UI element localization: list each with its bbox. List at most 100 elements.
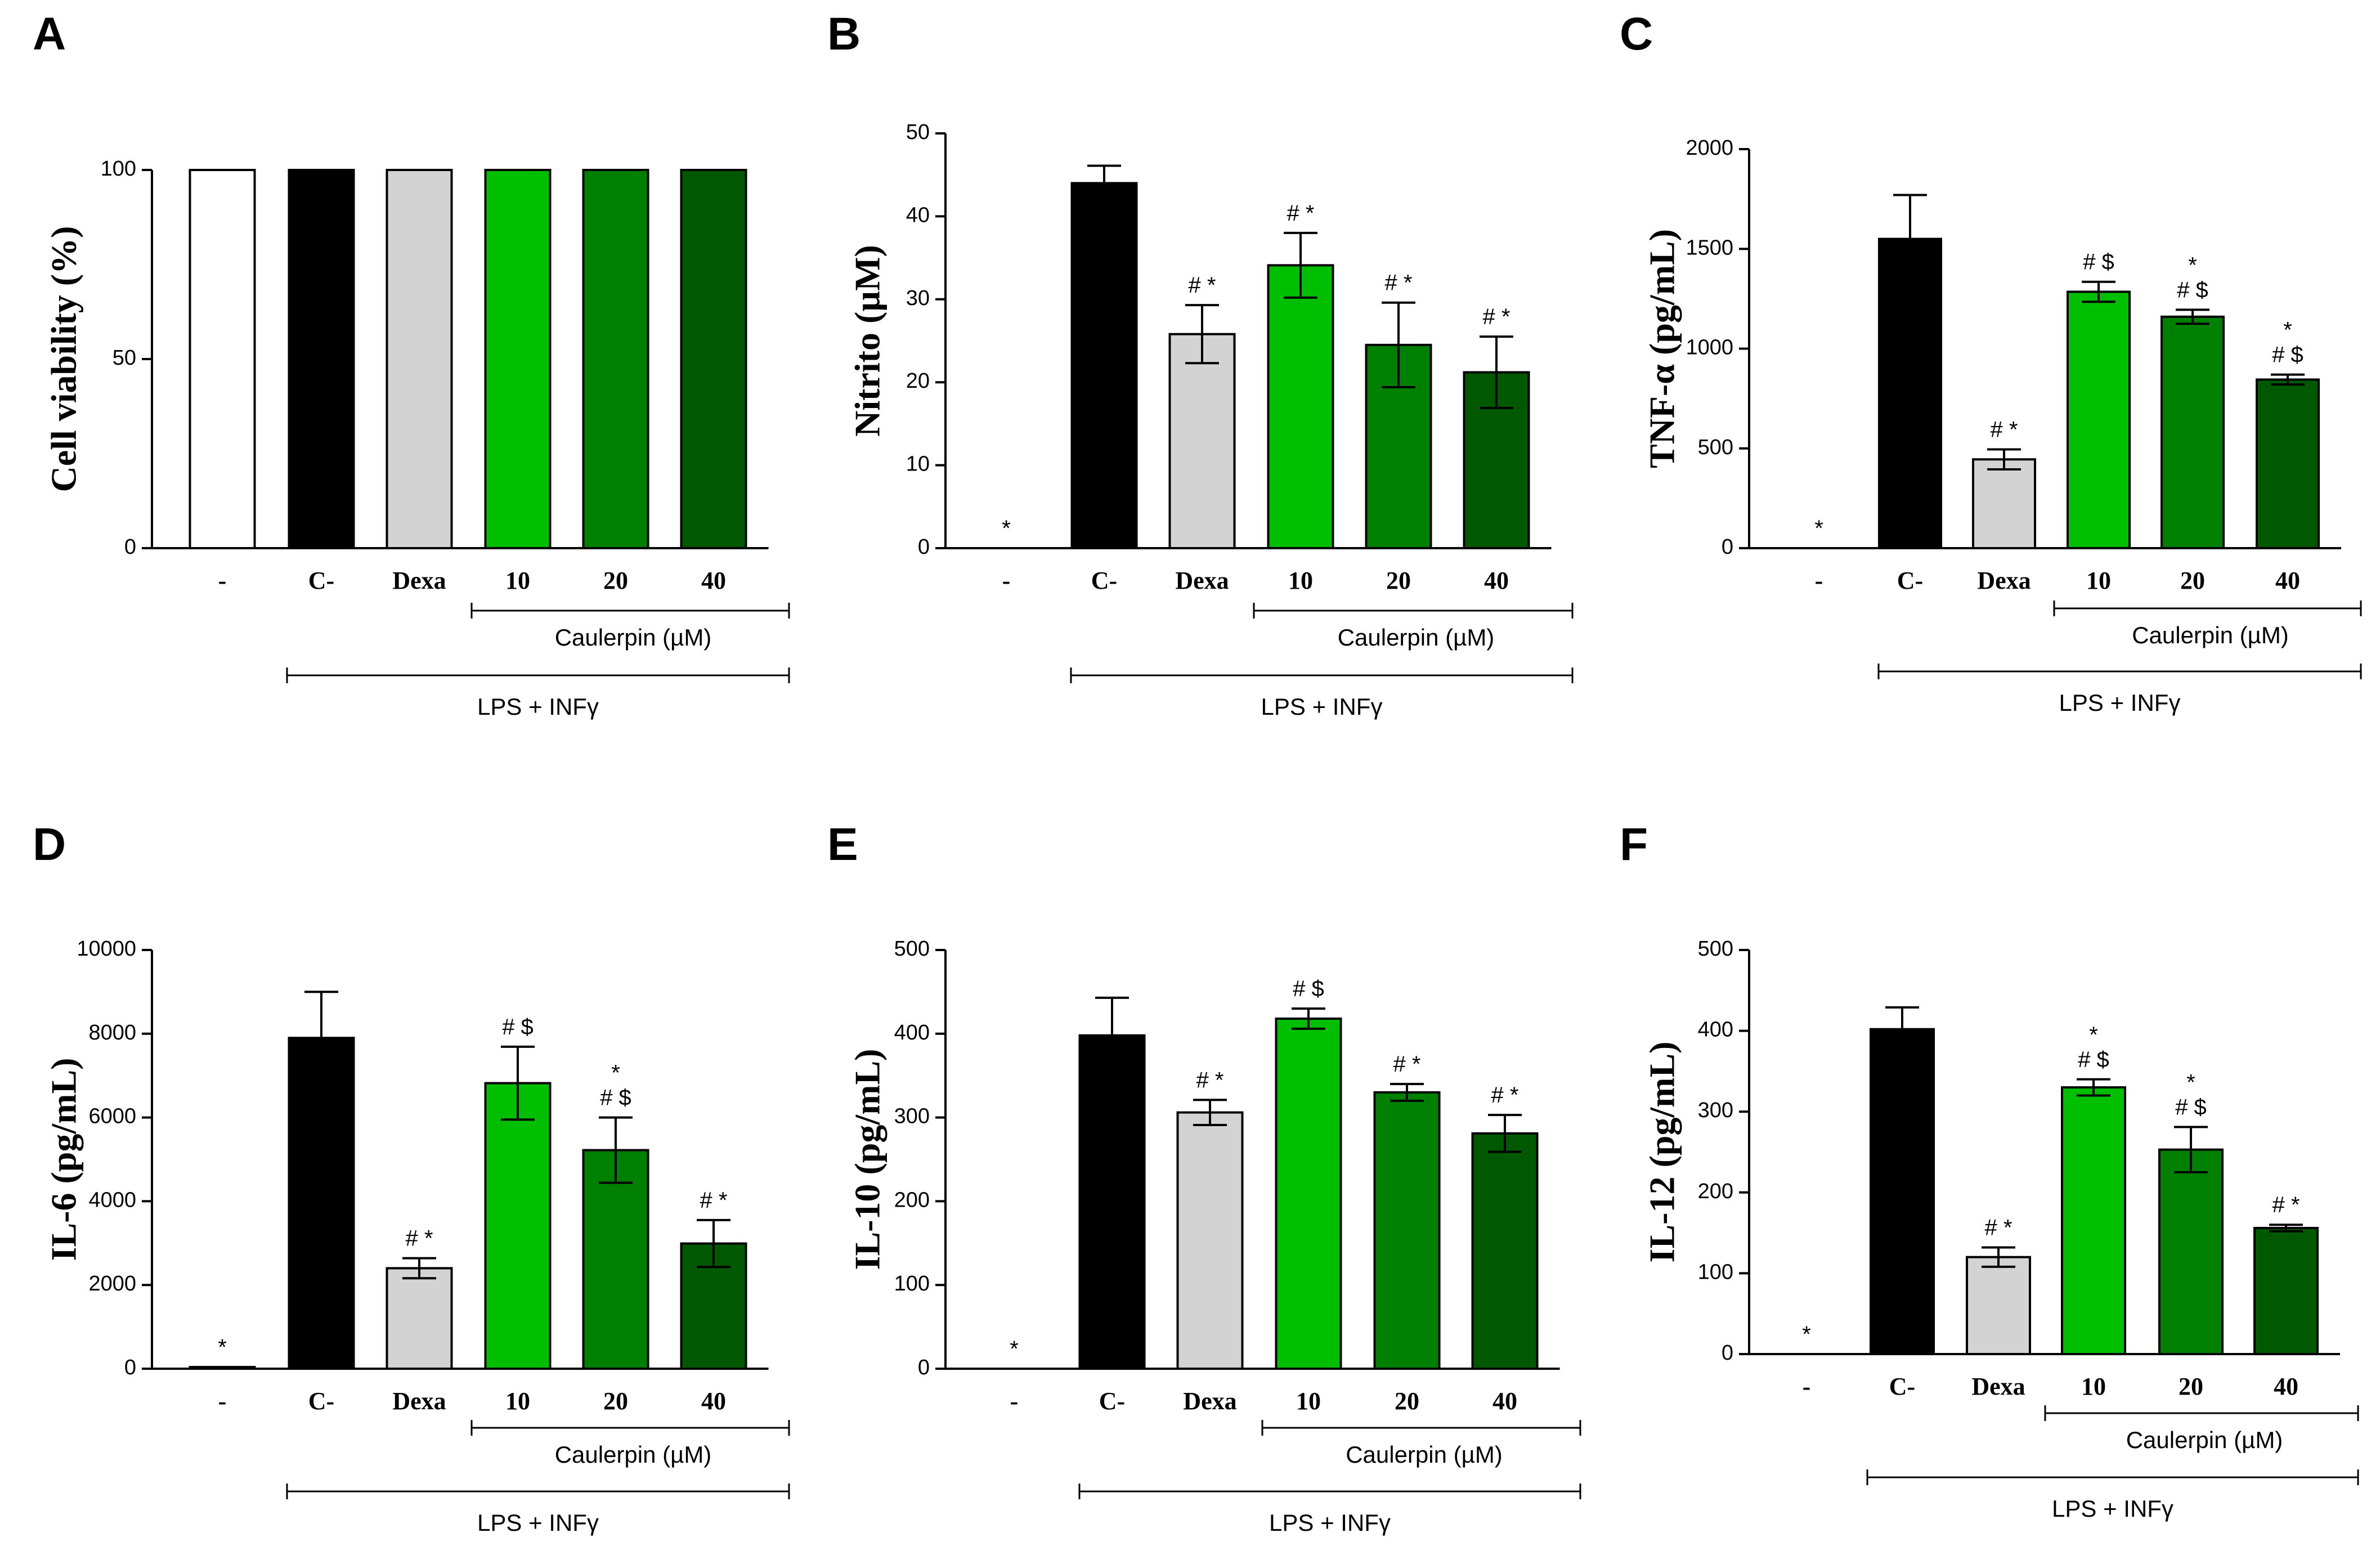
bar-10 (484, 169, 552, 549)
bar-Dexa (1966, 1256, 2031, 1355)
stimulus-label: LPS + INFγ (2059, 689, 2181, 716)
x-tick-label: - (218, 1387, 227, 1415)
y-tick-label: 1500 (1686, 236, 1733, 259)
x-tick-label: C- (1889, 1373, 1915, 1400)
y-tick-label: 0 (918, 1356, 930, 1379)
y-tick-label: 0 (1722, 535, 1733, 559)
panel-c: C TNF-α (pg/mL) 0 500 1000 1500 2000 * - C- # * Dex… (1620, 8, 2362, 716)
x-tick-label: Dexa (392, 567, 446, 594)
y-tick-label: 100 (101, 157, 136, 181)
stimulus-label: LPS + INFγ (477, 693, 599, 720)
significance-mark: # * (1985, 1215, 2013, 1240)
significance-mark: # * (1491, 1083, 1519, 1108)
x-tick-label: Dexa (1183, 1387, 1236, 1415)
caulerpin-label: Caulerpin (µM) (555, 1441, 712, 1468)
significance-mark: # * (1196, 1068, 1224, 1092)
y-tick-label: 400 (1698, 1018, 1733, 1042)
panel-f: F IL-12 (pg/mL) 0 100 200 300 400 500 * - C- # * Dex… (1620, 819, 2359, 1522)
bar-Dexa (386, 1267, 453, 1370)
significance-mark: * (2089, 1023, 2098, 1047)
caulerpin-label: Caulerpin (µM) (555, 624, 712, 651)
significance-mark: # * (1483, 304, 1511, 329)
y-tick-label: 300 (1698, 1099, 1733, 1122)
x-tick-label: C- (1091, 567, 1117, 594)
y-axis-label: Cell viability (%) (44, 226, 84, 492)
x-tick-label: 20 (1395, 1387, 1419, 1415)
y-tick-label: 6000 (88, 1105, 136, 1128)
bar-Dexa (386, 169, 453, 549)
caulerpin-label: Caulerpin (µM) (1346, 1441, 1503, 1468)
bar-20 (2158, 1148, 2224, 1356)
y-tick-label: 50 (906, 120, 930, 144)
significance-mark: # * (406, 1226, 433, 1251)
x-tick-label: C- (1099, 1387, 1125, 1415)
bar-Dexa (1972, 458, 2036, 549)
significance-mark: # $ (502, 1015, 534, 1039)
x-tick-label: Dexa (1977, 567, 2031, 594)
y-axis-label: IL-12 (pg/mL) (1642, 1042, 1682, 1263)
y-tick-label: 4000 (88, 1188, 136, 1212)
panel-letter: E (827, 819, 858, 870)
bar-10 (484, 1082, 552, 1370)
bar-20 (1373, 1091, 1441, 1370)
significance-mark: # * (2273, 1193, 2300, 1217)
y-tick-label: 8000 (88, 1021, 136, 1045)
x-tick-label: 10 (1296, 1387, 1321, 1415)
x-tick-label: 20 (2179, 1373, 2203, 1400)
y-tick-label: 400 (894, 1021, 930, 1045)
x-tick-label: 20 (603, 567, 628, 594)
x-tick-label: C- (1897, 567, 1923, 594)
y-axis-label: TNF-α (pg/mL) (1642, 229, 1682, 468)
caulerpin-label: Caulerpin (µM) (2132, 622, 2289, 648)
x-tick-label: Dexa (1175, 567, 1229, 594)
bar-C (1070, 182, 1138, 549)
panel-b: B Nitrito (µM) 0 10 20 30 40 50 * - C- # * Dexa # * 10… (827, 8, 1574, 720)
significance-mark: * (1802, 1322, 1811, 1347)
caulerpin-label: Caulerpin (µM) (1338, 624, 1495, 651)
x-tick-label: 20 (1386, 567, 1411, 594)
panel-letter: C (1620, 8, 1653, 60)
x-tick-label: Dexa (1971, 1373, 2025, 1400)
bar-20 (2161, 315, 2225, 550)
bar-40 (2256, 378, 2320, 549)
stimulus-label: LPS + INFγ (477, 1509, 599, 1536)
significance-mark: # $ (600, 1086, 631, 1110)
y-tick-label: 2000 (1686, 136, 1733, 160)
y-axis-label: IL-6 (pg/mL) (44, 1058, 84, 1261)
x-tick-label: 40 (1492, 1387, 1517, 1415)
caulerpin-label: Caulerpin (µM) (2126, 1427, 2283, 1453)
x-tick-label: 40 (2274, 1373, 2298, 1400)
panel-d: D IL-6 (pg/mL) 0 2000 4000 6000 8000 10000 * - C- #… (33, 819, 790, 1536)
panel-letter: B (827, 8, 860, 60)
significance-mark: # $ (2083, 250, 2114, 275)
significance-mark: # * (1393, 1052, 1421, 1077)
significance-mark: # $ (2272, 343, 2303, 368)
y-tick-label: 0 (124, 1356, 136, 1379)
y-tick-label: 500 (1698, 436, 1733, 459)
y-tick-label: 500 (1698, 937, 1733, 961)
x-tick-label: C- (308, 1387, 334, 1415)
x-tick-label: - (1803, 1373, 1811, 1400)
y-tick-label: 10000 (77, 937, 136, 961)
y-tick-label: 500 (894, 937, 930, 961)
significance-mark: * (1814, 516, 1823, 541)
x-tick-label: - (1002, 567, 1011, 594)
panel-letter: A (33, 8, 66, 60)
significance-mark: * (2186, 1070, 2195, 1095)
y-tick-label: 0 (918, 535, 930, 559)
x-tick-label: Dexa (392, 1387, 446, 1415)
y-tick-label: 200 (1698, 1180, 1733, 1203)
panel-letter: D (33, 819, 66, 870)
significance-mark: # $ (2177, 277, 2208, 302)
bar-40 (1471, 1132, 1539, 1370)
bar-20 (582, 1149, 649, 1370)
significance-mark: * (2188, 253, 2197, 277)
y-tick-label: 2000 (88, 1272, 136, 1296)
y-tick-label: 100 (894, 1272, 930, 1296)
bar-40 (680, 169, 747, 549)
significance-mark: * (1010, 1337, 1019, 1361)
y-tick-label: 0 (124, 535, 136, 559)
x-tick-label: 10 (2086, 567, 2111, 594)
y-tick-label: 30 (906, 286, 930, 310)
